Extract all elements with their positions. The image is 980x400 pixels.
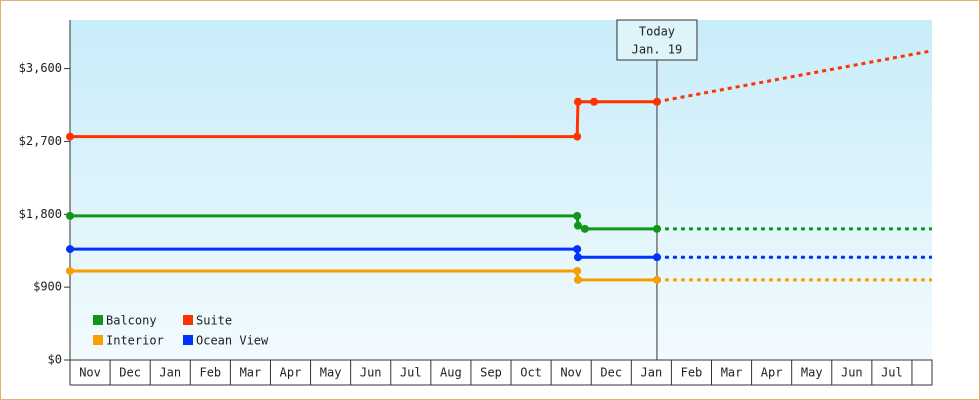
x-tick-label: Dec <box>119 366 141 380</box>
history-line <box>70 269 657 282</box>
point <box>590 97 599 106</box>
y-tick-label: $900 <box>33 280 62 294</box>
point <box>652 275 661 284</box>
point <box>66 245 74 254</box>
point <box>573 97 582 106</box>
x-tick-label: Jul <box>881 366 903 380</box>
history-line <box>70 247 657 259</box>
y-tick-label: $1,800 <box>19 207 62 221</box>
y-tick-label: $2,700 <box>19 134 62 148</box>
x-tick-label: Jan <box>641 366 663 380</box>
point <box>66 132 74 141</box>
today-label: Jan. 19 <box>632 43 683 57</box>
today-label: Today <box>639 25 675 39</box>
x-tick-label: May <box>320 366 342 380</box>
x-tick-label: Nov <box>560 366 582 380</box>
legend-swatch <box>183 315 193 325</box>
point <box>573 245 582 254</box>
x-tick-label: Oct <box>520 366 542 380</box>
x-tick-label: Jul <box>400 366 422 380</box>
point <box>652 224 661 233</box>
point <box>573 132 582 141</box>
x-tick-label: Jun <box>360 366 382 380</box>
point <box>66 211 74 220</box>
x-tick-label: Sep <box>480 366 502 380</box>
y-tick-label: $0 <box>48 353 62 367</box>
x-tick-label: Apr <box>761 366 783 380</box>
point <box>66 266 74 275</box>
today-box <box>616 19 698 61</box>
x-tick-label: Feb <box>681 366 703 380</box>
legend-label: Suite <box>196 314 232 328</box>
legend-swatch <box>93 315 103 325</box>
legend-label: Interior <box>106 334 164 348</box>
point <box>573 221 582 230</box>
x-tick-label: Dec <box>600 366 622 380</box>
x-tick-label: May <box>801 366 823 380</box>
y-tick-label: $3,600 <box>19 61 62 75</box>
plot-area <box>70 20 932 360</box>
legend-swatch <box>183 335 193 345</box>
legend-label: Ocean View <box>196 334 269 348</box>
point <box>580 224 589 233</box>
x-tick-label: Nov <box>79 366 101 380</box>
point <box>573 275 582 284</box>
x-tick-label: Apr <box>280 366 302 380</box>
x-tick-label: Mar <box>240 366 262 380</box>
x-tick-label: Feb <box>199 366 221 380</box>
point <box>573 211 582 220</box>
point <box>652 97 661 106</box>
x-tick-label: Aug <box>440 366 462 380</box>
x-tick-label: Mar <box>721 366 743 380</box>
point <box>573 253 582 262</box>
legend-swatch <box>93 335 103 345</box>
forecast-line <box>656 49 933 104</box>
legend-label: Balcony <box>106 314 157 328</box>
point <box>652 253 661 262</box>
x-tick-label: Jun <box>841 366 863 380</box>
point <box>573 266 582 275</box>
x-tick-label: Jan <box>159 366 181 380</box>
